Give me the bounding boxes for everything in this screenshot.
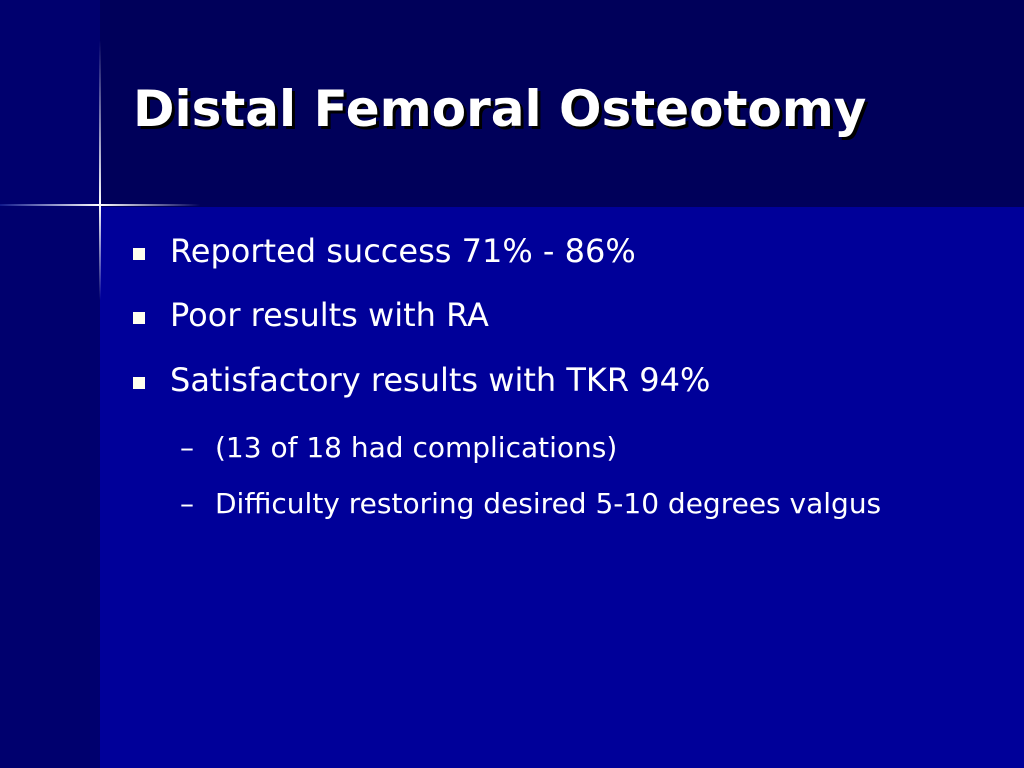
bullet-text: Reported success 71% - 86% <box>170 232 636 270</box>
header-band <box>0 0 1024 207</box>
bullet-text: Satisfactory results with TKR 94% <box>170 361 711 399</box>
slide-title: Distal Femoral Osteotomy <box>133 80 867 138</box>
bullet-marker <box>133 248 145 260</box>
sub-bullet-text: Difficulty restoring desired 5-10 degree… <box>215 487 882 520</box>
sub-bullet-marker: – <box>180 431 194 464</box>
bullet-marker <box>133 377 145 389</box>
flare <box>99 40 101 300</box>
side-band <box>0 0 100 768</box>
sub-bullet-text: (13 of 18 had complications) <box>215 431 618 464</box>
sub-bullet-marker: – <box>180 487 194 520</box>
bullet-marker <box>133 312 145 324</box>
flare <box>0 204 200 206</box>
bullet-text: Poor results with RA <box>170 296 489 334</box>
